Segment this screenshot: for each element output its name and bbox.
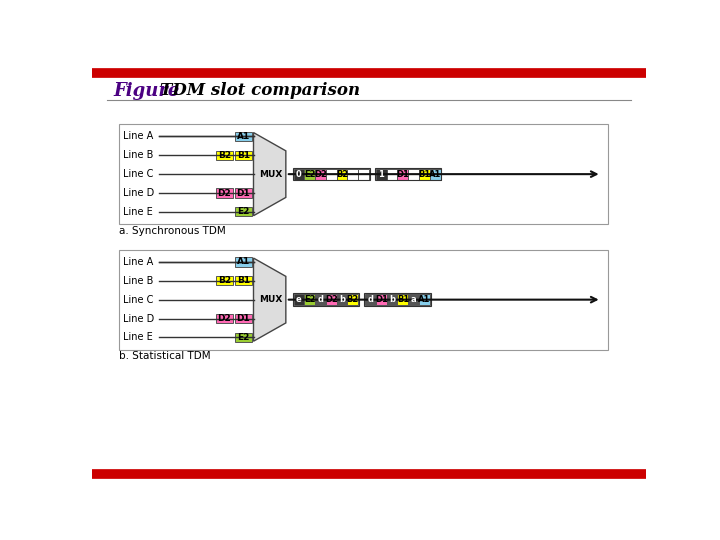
FancyBboxPatch shape [294,168,305,179]
Text: B1: B1 [397,295,409,304]
FancyBboxPatch shape [348,168,359,179]
FancyBboxPatch shape [315,294,326,305]
Text: B2: B2 [217,276,231,285]
Text: E2: E2 [304,170,315,179]
Text: Line A: Line A [123,257,153,267]
Polygon shape [253,258,286,341]
Text: MUX: MUX [258,295,282,304]
FancyBboxPatch shape [397,168,408,179]
Text: a: a [411,295,416,304]
FancyBboxPatch shape [359,168,369,179]
FancyBboxPatch shape [315,168,326,179]
Text: E2: E2 [238,207,250,217]
Text: A1: A1 [237,258,250,266]
FancyBboxPatch shape [216,276,233,286]
Text: b: b [339,295,345,304]
Text: MUX: MUX [258,170,282,179]
FancyBboxPatch shape [235,333,252,342]
Text: b. Statistical TDM: b. Statistical TDM [119,351,210,361]
FancyBboxPatch shape [408,168,419,179]
Text: B2: B2 [347,295,359,304]
Text: D1: D1 [237,188,251,198]
FancyBboxPatch shape [305,168,315,179]
Text: D2: D2 [314,170,327,179]
Text: Line B: Line B [123,276,154,286]
Text: Line A: Line A [123,131,153,141]
Text: Line C: Line C [123,295,154,305]
Text: A1: A1 [237,132,250,141]
FancyBboxPatch shape [348,294,359,305]
FancyBboxPatch shape [235,276,252,286]
FancyBboxPatch shape [216,151,233,160]
FancyBboxPatch shape [235,314,252,323]
Text: D1: D1 [397,170,409,179]
FancyBboxPatch shape [235,207,252,217]
Text: 1: 1 [379,170,384,179]
FancyBboxPatch shape [408,294,419,305]
Text: D2: D2 [325,295,338,304]
Text: B1: B1 [237,276,250,285]
Text: d: d [318,295,323,304]
FancyBboxPatch shape [337,294,348,305]
Text: d: d [367,295,374,304]
Text: A1: A1 [418,295,431,304]
FancyBboxPatch shape [119,124,608,224]
Text: Line C: Line C [123,169,154,179]
FancyBboxPatch shape [337,168,348,179]
Text: e: e [296,295,302,304]
Text: 0: 0 [296,170,302,179]
Text: B2: B2 [217,151,231,160]
FancyBboxPatch shape [387,168,397,179]
FancyBboxPatch shape [376,168,387,179]
Text: A1: A1 [429,170,441,179]
Text: TDM slot comparison: TDM slot comparison [160,83,360,99]
Text: Figure: Figure [113,82,180,100]
FancyBboxPatch shape [387,294,397,305]
FancyBboxPatch shape [326,168,337,179]
Text: B1: B1 [418,170,431,179]
Polygon shape [253,132,286,215]
Text: a. Synchronous TDM: a. Synchronous TDM [119,226,225,236]
FancyBboxPatch shape [430,168,441,179]
FancyBboxPatch shape [419,294,430,305]
FancyBboxPatch shape [235,188,252,198]
Text: D2: D2 [217,188,231,198]
FancyBboxPatch shape [305,294,315,305]
FancyBboxPatch shape [216,314,233,323]
Text: E2: E2 [238,333,250,342]
Text: B1: B1 [237,151,250,160]
Text: Line E: Line E [123,207,153,217]
Text: E2: E2 [304,295,315,304]
FancyBboxPatch shape [235,151,252,160]
Text: D2: D2 [217,314,231,323]
Text: D1: D1 [237,314,251,323]
FancyBboxPatch shape [235,132,252,141]
Text: Line D: Line D [123,314,155,323]
Text: D1: D1 [375,295,388,304]
FancyBboxPatch shape [397,294,408,305]
FancyBboxPatch shape [216,188,233,198]
Text: Line B: Line B [123,150,154,160]
FancyBboxPatch shape [119,249,608,350]
FancyBboxPatch shape [376,294,387,305]
Text: Line D: Line D [123,188,155,198]
FancyBboxPatch shape [326,294,337,305]
Text: Line E: Line E [123,333,153,342]
Text: B2: B2 [336,170,348,179]
Text: b: b [389,295,395,304]
FancyBboxPatch shape [235,257,252,267]
FancyBboxPatch shape [419,168,430,179]
FancyBboxPatch shape [365,294,376,305]
FancyBboxPatch shape [294,294,305,305]
